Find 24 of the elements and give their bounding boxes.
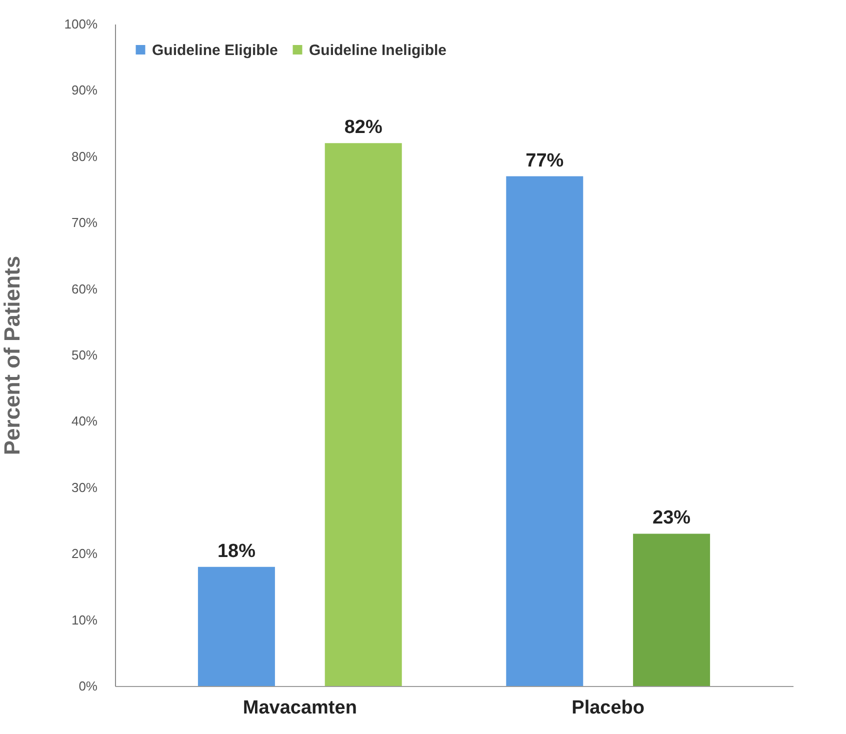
data-label: 18%	[217, 540, 256, 562]
y-tick-label: 70%	[71, 215, 98, 230]
legend-label: Guideline Eligible	[152, 42, 278, 59]
legend-label: Guideline Ineligible	[309, 42, 447, 59]
x-tick-label: Placebo	[572, 698, 645, 718]
bar	[633, 534, 710, 686]
data-label: 82%	[344, 117, 382, 138]
y-axis-title: Percent of Patients	[0, 256, 24, 456]
y-tick-label: 30%	[71, 480, 98, 495]
y-tick-label: 90%	[71, 82, 98, 98]
data-label: 23%	[652, 508, 691, 529]
y-tick-label: 0%	[78, 678, 98, 694]
y-tick-label: 60%	[71, 281, 98, 296]
bar	[506, 176, 584, 686]
bar	[324, 143, 402, 686]
y-tick-label: 50%	[71, 348, 98, 362]
bar	[198, 566, 275, 686]
y-tick-label: 10%	[71, 612, 98, 628]
y-tick-label: 80%	[71, 148, 98, 164]
y-tick-label: 40%	[71, 414, 98, 429]
y-tick-label: 100%	[64, 16, 98, 32]
x-tick-label: Mavacamten	[242, 698, 357, 718]
y-tick-label: 20%	[71, 546, 98, 562]
data-label: 77%	[526, 150, 564, 172]
